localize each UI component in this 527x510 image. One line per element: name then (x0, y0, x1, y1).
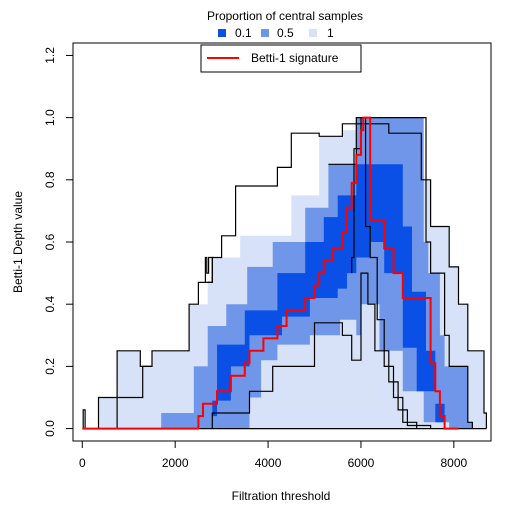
plot-area (72, 42, 492, 442)
legend-label-0-5: 0.5 (277, 26, 294, 40)
x-tick-label: 2000 (162, 456, 189, 470)
band-outlines (82, 116, 487, 430)
y-tick-label: 1.0 (43, 109, 57, 126)
y-tick-label: 0.4 (43, 296, 57, 313)
depth-bands (83, 117, 487, 429)
band-outline-0 (82, 409, 487, 430)
legend-swatch-0-5 (261, 29, 269, 37)
x-axis: 0 2000 4000 6000 8000 (79, 440, 468, 470)
legend: 0.1 0.5 1 Betti-1 signature (200, 26, 362, 73)
x-axis-label: Filtration threshold (232, 489, 331, 503)
legend-label-0-1: 0.1 (235, 26, 252, 40)
x-tick-label: 8000 (440, 456, 467, 470)
band-0-1 (212, 164, 445, 423)
y-tick-label: 0.2 (43, 358, 57, 375)
y-axis-label: Betti-1 Depth value (11, 191, 25, 293)
band-outline-3 (116, 365, 152, 429)
y-tick-label: 0.6 (43, 233, 57, 250)
legend-swatch-0-1 (218, 29, 226, 37)
band-outline-2 (204, 256, 213, 283)
x-tick-label: 0 (79, 456, 86, 470)
y-tick-label: 0.0 (43, 420, 57, 437)
band-outline-5 (328, 116, 473, 429)
signature-legend-label: Betti-1 signature (251, 51, 339, 65)
y-tick-label: 0.8 (43, 171, 57, 188)
x-tick-label: 6000 (348, 456, 375, 470)
y-tick-label: 1.2 (43, 47, 57, 64)
band-outline-6 (351, 116, 418, 429)
legend-swatch-1 (309, 29, 317, 37)
band-outline-1 (97, 123, 487, 429)
legend-label-1: 1 (327, 26, 334, 40)
betti-signature-line (82, 116, 459, 430)
chart-title: Proportion of central samples (207, 9, 363, 23)
x-tick-label: 4000 (255, 456, 282, 470)
band-outline-4 (211, 272, 432, 429)
y-axis: 0.0 0.2 0.4 0.6 0.8 1.0 1.2 (43, 47, 74, 437)
